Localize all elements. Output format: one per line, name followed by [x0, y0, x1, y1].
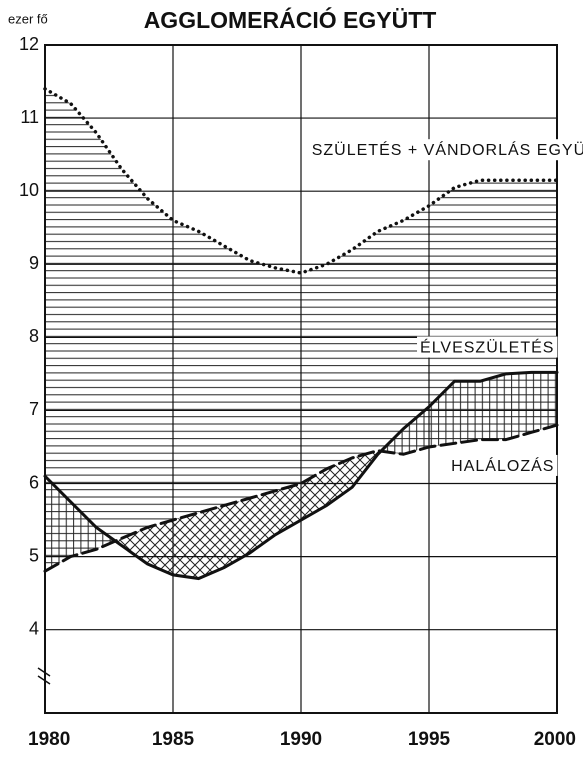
series-label: HALÁLOZÁS [451, 456, 554, 475]
y-tick-label: 8 [29, 326, 39, 346]
y-tick-label: 4 [29, 618, 39, 638]
y-tick-label: 6 [29, 472, 39, 492]
x-tick-label: 1990 [280, 729, 322, 750]
y-tick-label: 10 [19, 180, 39, 200]
series-line [43, 87, 559, 275]
x-tick-label: 1985 [152, 729, 195, 750]
y-tick-label: 9 [29, 253, 39, 273]
x-tick-label: 1980 [28, 729, 70, 750]
label-background [308, 139, 583, 161]
series-line [43, 370, 559, 581]
y-tick-label: 5 [29, 545, 39, 565]
series-label: SZÜLETÉS + VÁNDORLÁS EGYÜTT [312, 140, 583, 159]
x-tick-label: 2000 [534, 729, 576, 750]
y-tick-label: 11 [20, 107, 39, 127]
series-label: ÉLVESZÜLETÉS [420, 338, 554, 357]
series-line [43, 423, 559, 573]
plot-frame [44, 44, 558, 714]
label-background [417, 336, 558, 358]
y-tick-label: 7 [29, 399, 39, 419]
y-tick-label: 12 [19, 34, 39, 54]
chart-title: AGGLOMERÁCIÓ EGYÜTT [144, 6, 437, 33]
label-background [448, 454, 558, 476]
axis-break [37, 667, 51, 685]
y-axis-label: ezer fő [8, 11, 48, 26]
x-tick-label: 1995 [408, 729, 451, 750]
